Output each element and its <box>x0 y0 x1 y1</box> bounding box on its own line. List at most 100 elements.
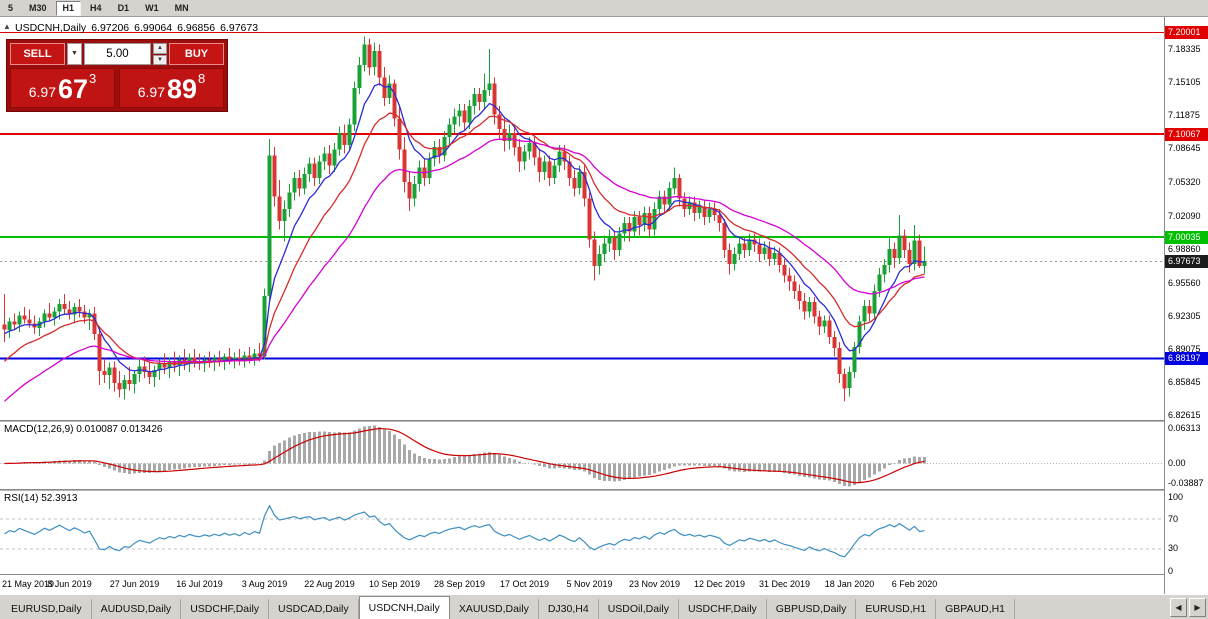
volume-dropdown-icon[interactable]: ▼ <box>67 43 82 65</box>
candle-body <box>427 158 432 178</box>
panel-separator-rsi[interactable] <box>0 489 1208 491</box>
candle-body <box>757 244 762 254</box>
candle-body <box>407 182 412 199</box>
buy-price-display[interactable]: 6.97 89 8 <box>119 68 224 108</box>
candle-body <box>607 237 612 244</box>
candle-body <box>387 83 392 99</box>
main-chart-panel: ▲ USDCNH,Daily 6.97206 6.99064 6.96856 6.976… <box>0 17 1164 420</box>
time-axis[interactable]: 21 May 2019 8 Jun 2019 27 Jun 2019 16 Jul 2… <box>0 575 1164 594</box>
candle-body <box>342 132 347 146</box>
tab-eurusd-daily[interactable]: EURUSD,Daily <box>2 599 92 619</box>
price-tick: 6.82615 <box>1168 410 1201 421</box>
tab-usdoil-daily[interactable]: USDOil,Daily <box>599 599 679 619</box>
candle-body <box>72 307 77 315</box>
period-button-m30[interactable]: M30 <box>29 2 47 13</box>
candle-body <box>82 311 87 318</box>
tab-dj30-h4[interactable]: DJ30,H4 <box>539 599 599 619</box>
candle-body <box>117 383 122 390</box>
candle-body <box>132 373 137 385</box>
candle-body <box>462 110 467 123</box>
period-button-5[interactable]: 5 <box>8 2 14 13</box>
candle-body <box>787 275 792 282</box>
candle-body <box>727 249 732 265</box>
tab-scroll-left-icon[interactable]: ◀ <box>1170 598 1187 617</box>
candle-body <box>817 316 822 327</box>
candle-body <box>507 132 512 142</box>
candle-body <box>562 151 567 162</box>
macd-panel: MACD(12,26,9) 0.010087 0.013426 <box>0 422 1164 489</box>
candle-body <box>42 313 47 322</box>
candle-body <box>212 358 217 363</box>
candle-body <box>797 290 802 302</box>
period-button-d1[interactable]: D1 <box>117 2 130 13</box>
candle-body <box>752 239 757 245</box>
tab-usdchf-daily[interactable]: USDCHF,Daily <box>181 599 270 619</box>
candle-body <box>782 265 787 276</box>
tab-usdcnh-daily[interactable]: USDCNH,Daily <box>358 596 450 619</box>
volume-up-icon[interactable]: ▲ <box>153 43 167 54</box>
price-axis[interactable]: 7.18335 7.15105 7.11875 7.08645 7.05320 7.020… <box>1164 17 1208 594</box>
macd-tick: -0.03887 <box>1168 478 1204 488</box>
candle-body <box>162 363 167 368</box>
tab-usdchf-daily[interactable]: USDCHF,Daily <box>679 599 767 619</box>
price-tick: 7.08645 <box>1168 143 1201 154</box>
period-button-h4[interactable]: H4 <box>90 2 102 13</box>
period-button-h1[interactable]: H1 <box>55 0 82 16</box>
candle-body <box>767 247 772 259</box>
date-label: 23 Nov 2019 <box>628 579 681 589</box>
period-button-mn[interactable]: MN <box>174 2 189 13</box>
volume-input[interactable]: 5.00 <box>84 43 151 65</box>
candle-body <box>497 114 502 129</box>
sell-price-prefix: 6.97 <box>28 84 56 100</box>
candle-body <box>97 333 102 371</box>
candle-body <box>922 261 927 267</box>
candle-body <box>472 93 477 107</box>
candle-body <box>667 188 672 205</box>
candle-body <box>57 304 62 312</box>
candle-body <box>397 118 402 150</box>
candle-body <box>402 149 407 183</box>
candle-body <box>107 367 112 375</box>
candle-body <box>302 173 307 189</box>
sell-button[interactable]: SELL <box>10 43 65 65</box>
price-tick: 7.11875 <box>1168 110 1200 121</box>
tab-gbpaud-h1[interactable]: GBPAUD,H1 <box>936 599 1015 619</box>
volume-down-icon[interactable]: ▼ <box>153 54 167 65</box>
candle-body <box>872 290 877 314</box>
tab-xauusd-daily[interactable]: XAUUSD,Daily <box>450 599 539 619</box>
candle-body <box>807 302 812 312</box>
candle-body <box>152 369 157 377</box>
candle-body <box>412 184 417 199</box>
date-label: 6 Feb 2020 <box>891 579 938 589</box>
date-label: 16 Jul 2019 <box>176 579 223 589</box>
buy-button[interactable]: BUY <box>169 43 224 65</box>
price-chart-canvas[interactable] <box>0 17 1164 420</box>
tab-usdcad-daily[interactable]: USDCAD,Daily <box>269 599 359 619</box>
buy-price-point: 8 <box>198 71 206 86</box>
period-button-w1[interactable]: W1 <box>145 2 159 13</box>
candle-body <box>537 157 542 172</box>
tab-gbpusd-daily[interactable]: GBPUSD,Daily <box>767 599 857 619</box>
date-label: 31 Dec 2019 <box>758 579 811 589</box>
tab-scroll-right-icon[interactable]: ▶ <box>1189 598 1206 617</box>
candle-body <box>902 235 907 250</box>
tab-audusd-daily[interactable]: AUDUSD,Daily <box>92 599 182 619</box>
candle-body <box>897 235 902 258</box>
rsi-canvas[interactable] <box>0 491 1164 574</box>
rsi-tick: 0 <box>1168 565 1174 576</box>
price-level-badge: 7.10067 <box>1165 127 1208 141</box>
price-tick: 7.05320 <box>1168 177 1201 188</box>
candle-body <box>477 93 482 103</box>
candle-body <box>592 239 597 267</box>
candle-body <box>642 212 647 226</box>
tab-eurusd-h1[interactable]: EURUSD,H1 <box>856 599 937 619</box>
candle-body <box>692 202 697 213</box>
sell-price-display[interactable]: 6.97 67 3 <box>10 68 115 108</box>
panel-separator-macd[interactable] <box>0 420 1208 422</box>
macd-signal-line <box>4 427 925 484</box>
macd-canvas[interactable] <box>0 422 1164 489</box>
candle-body <box>527 143 532 152</box>
candle-body <box>2 324 7 330</box>
candle-body <box>907 249 912 265</box>
candle-body <box>112 367 117 384</box>
